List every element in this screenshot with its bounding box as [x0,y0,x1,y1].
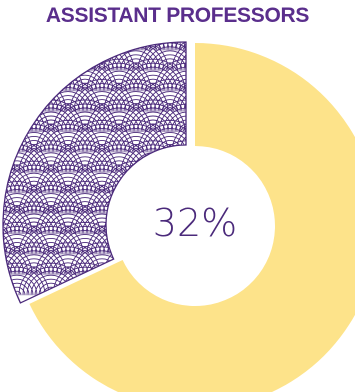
slice-remainder [29,43,355,392]
chart-title: ASSISTANT PROFESSORS [45,4,310,27]
center-percent-label: 32% [153,201,237,245]
